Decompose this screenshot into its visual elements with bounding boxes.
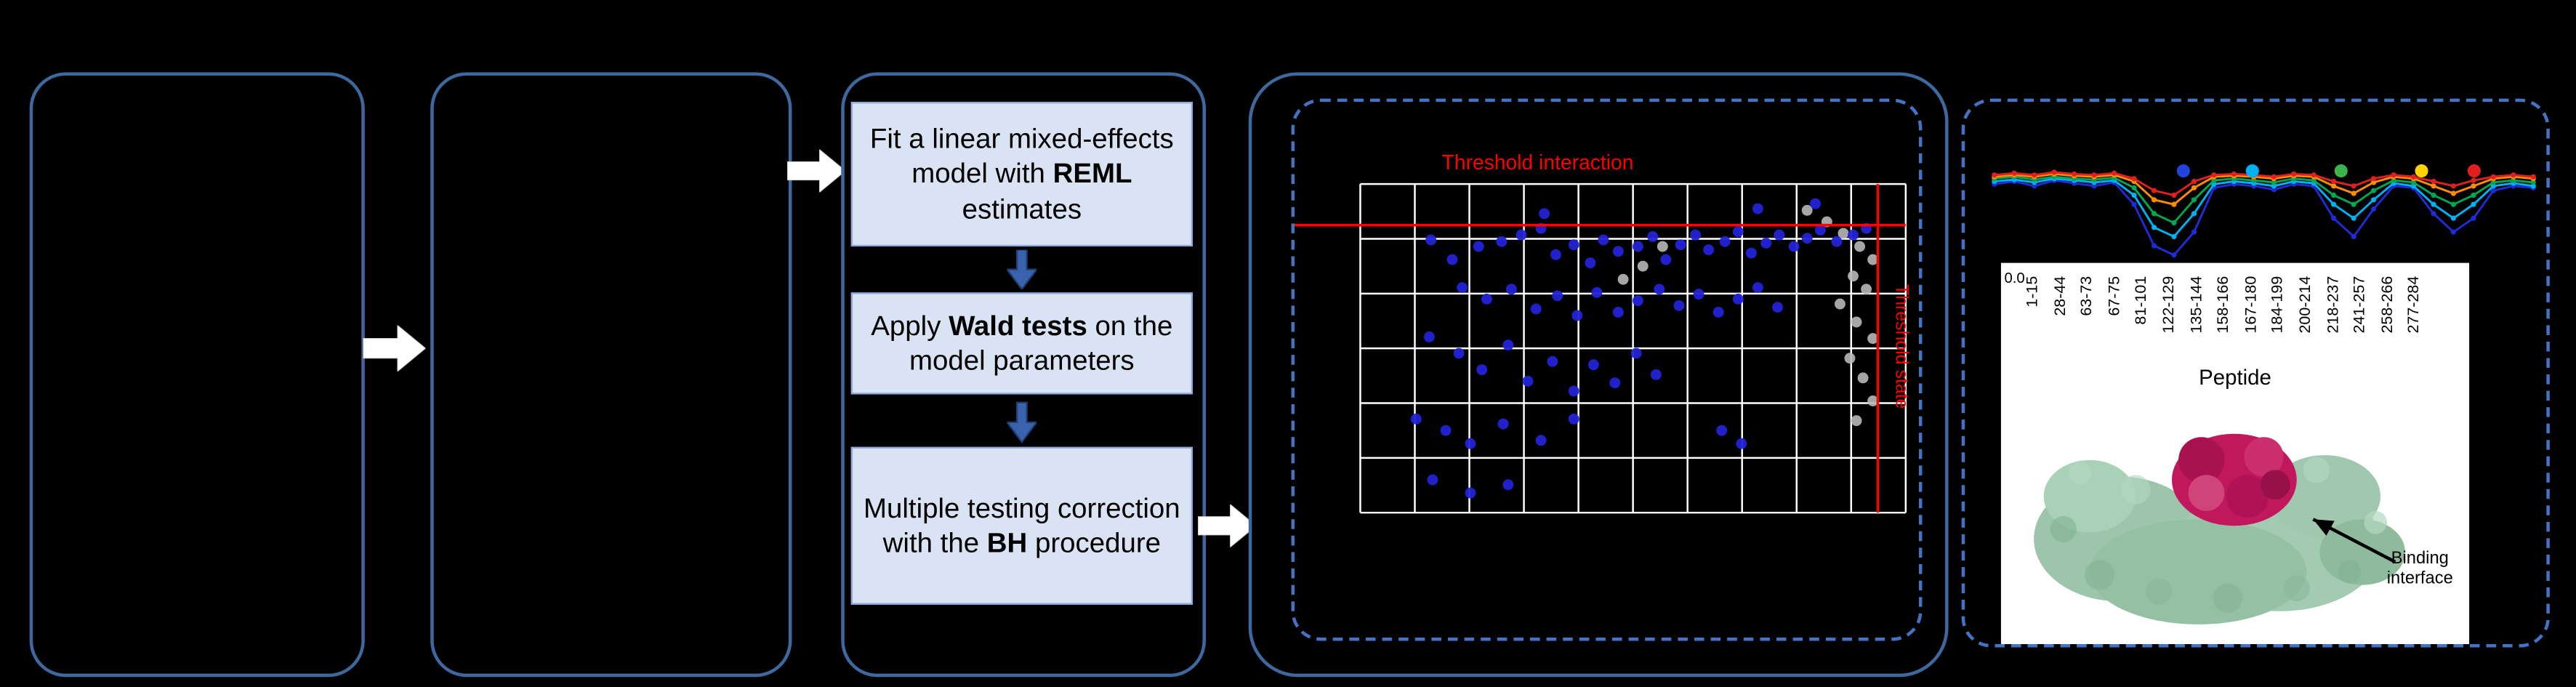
right-arrow-icon xyxy=(363,325,426,371)
step-reml-text: Fit a linear mixed-effects model with RE… xyxy=(863,122,1181,227)
step-bh-box: Multiple testing correction with the BH … xyxy=(850,446,1193,605)
peptide-tick-label: 184-199 xyxy=(2269,276,2288,334)
scatter-dashed-frame xyxy=(1291,98,1923,641)
peptide-tick-label: 63-73 xyxy=(2078,276,2097,316)
peptide-dashed-frame xyxy=(1961,98,2550,648)
down-arrow-icon xyxy=(1007,249,1037,289)
peptide-axis-title: Peptide xyxy=(2199,364,2271,390)
step-text: estimates xyxy=(962,193,1082,225)
input-panel xyxy=(29,72,365,678)
step-wald-text: Apply Wald tests on the model parameters xyxy=(863,308,1181,378)
step-text: on the model parameters xyxy=(909,310,1173,377)
csv-panel: X CSV xyxy=(430,72,1196,678)
step-wald-box: Apply Wald tests on the model parameters xyxy=(850,292,1193,395)
step-text: Apply xyxy=(871,310,949,342)
peptide-tick-label: 81-101 xyxy=(2133,276,2152,325)
peptide-tick-label: 200-214 xyxy=(2296,276,2315,334)
step-text-bold: REML xyxy=(1052,158,1132,190)
binding-interface-label: Binding interface xyxy=(2386,548,2453,589)
step-reml-box: Fit a linear mixed-effects model with RE… xyxy=(850,102,1193,247)
step-bh-text: Multiple testing correction with the BH … xyxy=(863,491,1181,561)
peptide-tick-label: 67-75 xyxy=(2106,276,2124,316)
step-text-bold: Wald tests xyxy=(949,310,1087,342)
peptide-tick-label: 167-180 xyxy=(2242,276,2261,334)
peptide-tick-label: 1-15 xyxy=(2024,276,2042,308)
step-text: procedure xyxy=(1027,527,1162,559)
peptide-tick-label: 218-237 xyxy=(2324,276,2343,334)
right-arrow-icon xyxy=(1197,504,1257,547)
legend-dot-icon xyxy=(2245,164,2259,178)
peptide-tick-label: 28-44 xyxy=(2051,276,2069,316)
legend-dot-icon xyxy=(2415,164,2428,178)
protein-structure-image xyxy=(2034,433,2405,624)
peptide-plot-panel: 0.0 1-15 28-44 63-73 67-75 81-101 122-129 135-… xyxy=(2000,262,2470,644)
legend-dot-icon xyxy=(2176,164,2190,178)
peptide-tick-label: 122-129 xyxy=(2160,276,2179,334)
y-axis-tick-label: 0.0 xyxy=(2004,269,2025,286)
down-arrow-icon xyxy=(1007,401,1037,443)
step-text: Multiple testing correction with the xyxy=(863,492,1180,559)
step-text: Fit a linear mixed-effects model with xyxy=(869,123,1174,190)
peptide-tick-label: 158-166 xyxy=(2215,276,2234,334)
threshold-interaction-label: Threshold interaction xyxy=(1441,150,1634,174)
uptake-line-chart xyxy=(1992,169,2536,258)
volcano-scatter-plot xyxy=(1295,182,1907,514)
step-text-bold: BH xyxy=(986,527,1028,559)
binding-site-region xyxy=(2171,433,2297,526)
peptide-tick-label: 135-144 xyxy=(2187,276,2206,334)
protein-surface xyxy=(2034,455,2405,624)
peptide-axis-ticks: 1-15 28-44 63-73 67-75 81-101 122-129 135-144 1… xyxy=(2001,263,2469,365)
right-arrow-icon xyxy=(786,149,847,193)
legend-dot-icon xyxy=(2334,164,2348,178)
peptide-tick-label: 277-284 xyxy=(2405,276,2424,334)
binding-arrow-icon xyxy=(2312,518,2396,563)
scatter-output-panel xyxy=(1248,72,1949,678)
peptide-tick-label: 258-266 xyxy=(2378,276,2397,334)
legend-dot-icon xyxy=(2467,164,2481,178)
threshold-state-label: Threshold state xyxy=(1891,284,1911,409)
peptide-tick-label: 241-257 xyxy=(2351,276,2370,334)
